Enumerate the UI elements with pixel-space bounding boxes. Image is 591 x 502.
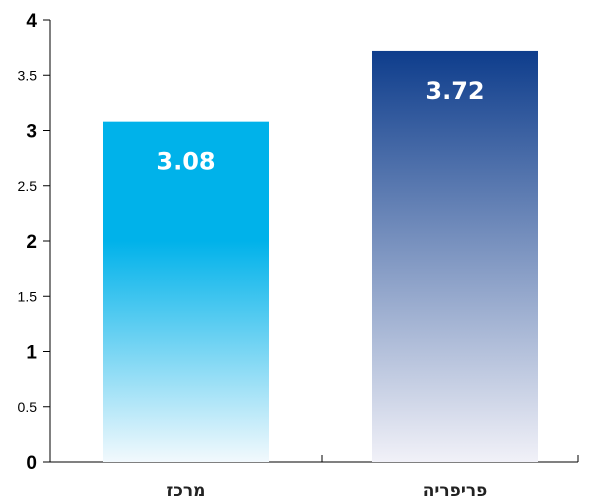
data-label: 3.08: [156, 148, 215, 176]
y-tick-label: 0: [26, 453, 37, 474]
y-tick-label: 3.5: [18, 67, 38, 83]
y-tick-label: 2: [26, 232, 37, 253]
y-tick-label: 0.5: [18, 399, 38, 415]
x-category-label: פריפריה: [423, 481, 488, 501]
bar-1: [103, 121, 269, 462]
y-tick-label: 1: [26, 343, 37, 364]
y-tick-label: 4: [26, 11, 37, 32]
labels: 3.08 מרכז 3.72 פריפריה: [156, 77, 487, 501]
y-tick-label: 2.5: [18, 178, 38, 194]
x-category-label: מרכז: [167, 481, 206, 501]
y-tick-label: 1.5: [18, 288, 38, 304]
data-label: 3.72: [425, 77, 484, 105]
y-tick-label: 3: [26, 122, 37, 143]
bars: [103, 50, 538, 462]
bar-2: [372, 50, 538, 462]
